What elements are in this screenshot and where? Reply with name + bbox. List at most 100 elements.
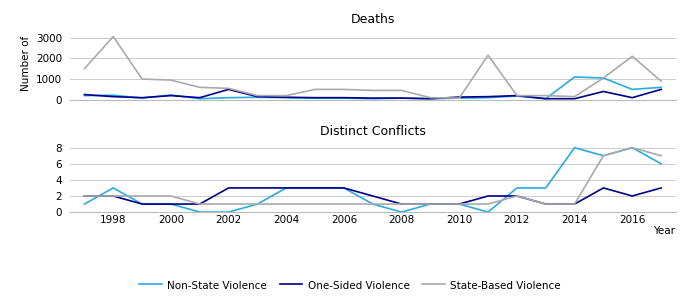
One-Sided Violence (484, 95, 492, 98)
State-Based Violence (109, 194, 118, 198)
Non-State Violence (455, 96, 463, 100)
State-Based Violence (195, 85, 204, 89)
State-Based Violence (512, 94, 521, 98)
State-Based Violence (657, 154, 665, 158)
Non-State Violence (109, 186, 118, 190)
Non-State Violence (311, 186, 319, 190)
State-Based Violence (368, 88, 377, 92)
One-Sided Violence (570, 97, 579, 101)
One-Sided Violence (311, 186, 319, 190)
State-Based Violence (225, 87, 233, 90)
Non-State Violence (282, 96, 290, 99)
Non-State Violence (657, 162, 665, 166)
Y-axis label: Number of: Number of (21, 36, 31, 91)
State-Based Violence (167, 194, 175, 198)
Line: State-Based Violence: State-Based Violence (85, 37, 661, 98)
Non-State Violence (138, 202, 146, 206)
State-Based Violence (80, 194, 89, 198)
Text: Year: Year (654, 226, 676, 236)
State-Based Violence (426, 202, 435, 206)
One-Sided Violence (282, 186, 290, 190)
Non-State Violence (195, 97, 204, 101)
Non-State Violence (138, 96, 146, 100)
Line: Non-State Violence: Non-State Violence (85, 77, 661, 99)
Non-State Violence (484, 96, 492, 99)
One-Sided Violence (398, 96, 406, 100)
Non-State Violence (599, 154, 608, 158)
One-Sided Violence (368, 96, 377, 100)
One-Sided Violence (542, 202, 550, 206)
Line: One-Sided Violence: One-Sided Violence (85, 89, 661, 99)
Non-State Violence (426, 97, 435, 101)
Non-State Violence (167, 202, 175, 206)
One-Sided Violence (225, 186, 233, 190)
Non-State Violence (167, 93, 175, 97)
Non-State Violence (340, 96, 348, 100)
Non-State Violence (253, 202, 262, 206)
State-Based Violence (599, 154, 608, 158)
State-Based Violence (398, 202, 406, 206)
One-Sided Violence (253, 95, 262, 98)
Non-State Violence (368, 202, 377, 206)
One-Sided Violence (311, 96, 319, 99)
State-Based Violence (282, 202, 290, 206)
State-Based Violence (657, 79, 665, 83)
One-Sided Violence (167, 94, 175, 98)
State-Based Violence (109, 35, 118, 38)
Non-State Violence (311, 96, 319, 100)
One-Sided Violence (138, 96, 146, 99)
One-Sided Violence (340, 96, 348, 99)
State-Based Violence (542, 94, 550, 98)
One-Sided Violence (109, 194, 118, 198)
One-Sided Violence (512, 94, 521, 98)
State-Based Violence (484, 53, 492, 57)
Non-State Violence (542, 186, 550, 190)
One-Sided Violence (455, 202, 463, 206)
Non-State Violence (80, 202, 89, 206)
One-Sided Violence (455, 95, 463, 99)
State-Based Violence (455, 202, 463, 206)
One-Sided Violence (138, 202, 146, 206)
One-Sided Violence (570, 202, 579, 206)
State-Based Violence (570, 95, 579, 98)
State-Based Violence (340, 88, 348, 91)
State-Based Violence (311, 88, 319, 91)
Line: One-Sided Violence: One-Sided Violence (85, 188, 661, 204)
One-Sided Violence (167, 202, 175, 206)
Non-State Violence (455, 202, 463, 206)
One-Sided Violence (484, 194, 492, 198)
State-Based Violence (138, 77, 146, 81)
State-Based Violence (225, 202, 233, 206)
Non-State Violence (80, 94, 89, 98)
State-Based Violence (512, 194, 521, 198)
One-Sided Violence (80, 194, 89, 198)
State-Based Violence (253, 202, 262, 206)
State-Based Violence (426, 96, 435, 99)
One-Sided Violence (512, 194, 521, 198)
One-Sided Violence (426, 97, 435, 101)
Non-State Violence (253, 95, 262, 99)
State-Based Violence (311, 202, 319, 206)
State-Based Violence (253, 94, 262, 98)
One-Sided Violence (398, 202, 406, 206)
One-Sided Violence (225, 88, 233, 91)
Title: Distinct Conflicts: Distinct Conflicts (320, 125, 426, 138)
State-Based Violence (282, 94, 290, 98)
Non-State Violence (109, 93, 118, 97)
State-Based Violence (340, 202, 348, 206)
State-Based Violence (138, 194, 146, 198)
State-Based Violence (570, 202, 579, 206)
Line: State-Based Violence: State-Based Violence (85, 148, 661, 204)
Non-State Violence (484, 210, 492, 214)
Non-State Violence (368, 97, 377, 101)
One-Sided Violence (195, 96, 204, 99)
One-Sided Violence (368, 194, 377, 198)
Line: Non-State Violence: Non-State Violence (85, 148, 661, 212)
One-Sided Violence (195, 202, 204, 206)
State-Based Violence (195, 202, 204, 206)
One-Sided Violence (253, 186, 262, 190)
Non-State Violence (628, 88, 636, 91)
State-Based Violence (80, 67, 89, 71)
Non-State Violence (282, 186, 290, 190)
One-Sided Violence (109, 95, 118, 98)
